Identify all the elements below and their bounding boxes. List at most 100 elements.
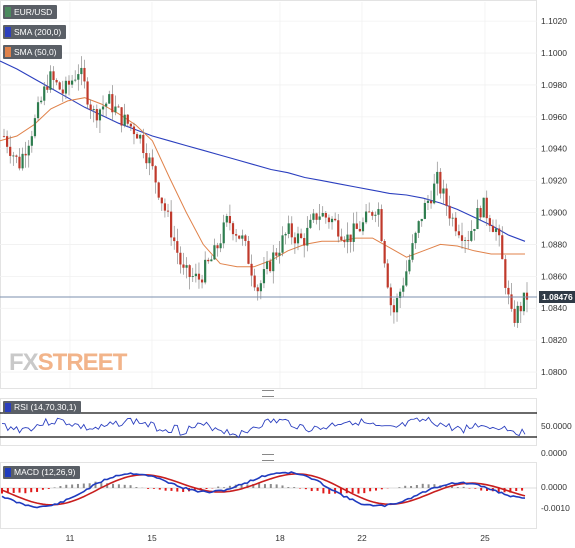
macd-histogram-bar bbox=[170, 488, 173, 491]
macd-line bbox=[1, 471, 526, 509]
resize-handle-macd[interactable] bbox=[262, 454, 274, 461]
macd-histogram-bar bbox=[433, 484, 436, 488]
price-tick-label: 1.1020 bbox=[541, 16, 567, 26]
time-tick-label: 18 bbox=[275, 533, 285, 543]
candle bbox=[516, 301, 519, 328]
candle bbox=[135, 132, 139, 139]
rsi-tick-0: 0.0000 bbox=[541, 448, 567, 458]
macd-histogram-bar bbox=[82, 483, 85, 488]
candle bbox=[95, 104, 98, 128]
macd-histogram-bar bbox=[53, 487, 56, 488]
macd-histogram-bar bbox=[339, 488, 342, 494]
macd-histogram-bar bbox=[369, 488, 372, 492]
candle bbox=[494, 219, 498, 241]
macd-histogram-bar bbox=[71, 484, 74, 488]
price-tick-label: 1.0920 bbox=[541, 176, 567, 186]
candle bbox=[454, 212, 457, 237]
candle bbox=[321, 206, 324, 218]
rsi-badge[interactable]: RSI (14,70,30,1) bbox=[3, 401, 82, 414]
candle bbox=[318, 203, 321, 231]
time-tick-label: 25 bbox=[480, 533, 490, 543]
resize-handle-rsi[interactable] bbox=[262, 390, 274, 397]
candles bbox=[2, 56, 529, 328]
time-tick-label: 15 bbox=[147, 533, 157, 543]
macd-histogram-bar bbox=[287, 487, 290, 488]
price-axis: 1.1020 1.1000 1.0980 1.0960 1.0940 1.0920 1.09… bbox=[541, 16, 567, 377]
candle bbox=[408, 254, 411, 275]
candle bbox=[361, 217, 365, 236]
candle bbox=[64, 76, 67, 100]
macd-histogram-bar bbox=[404, 485, 407, 488]
candle bbox=[166, 203, 170, 217]
macd-histogram-bar bbox=[310, 488, 313, 492]
candle bbox=[194, 263, 197, 283]
candle bbox=[287, 215, 290, 239]
candle bbox=[117, 104, 120, 108]
sma50-badge[interactable]: SMA (50,0) bbox=[3, 45, 62, 59]
macd-histogram-bar bbox=[117, 484, 120, 488]
time-axis: 11 15 18 22 25 bbox=[66, 533, 490, 543]
rsi-tick-50: 50.0000 bbox=[541, 421, 572, 431]
macd-histogram-bar bbox=[217, 486, 220, 488]
candle bbox=[83, 59, 86, 89]
candle bbox=[464, 237, 467, 253]
candle bbox=[30, 130, 33, 153]
time-tick-label: 11 bbox=[66, 533, 75, 543]
candle bbox=[306, 216, 309, 252]
candle bbox=[5, 130, 9, 154]
candle bbox=[132, 122, 136, 145]
candle bbox=[343, 236, 346, 248]
sma200-badge[interactable]: SMA (200,0) bbox=[3, 25, 67, 39]
candle bbox=[89, 99, 92, 119]
candle bbox=[222, 214, 225, 249]
macd-histogram-bar bbox=[316, 488, 319, 491]
macd-histogram-bar bbox=[18, 488, 21, 493]
macd-histogram-bar bbox=[293, 487, 296, 488]
macd-histogram-bar bbox=[47, 488, 50, 489]
candle bbox=[126, 114, 129, 128]
candle bbox=[352, 212, 355, 252]
candle bbox=[278, 240, 281, 264]
candle bbox=[442, 179, 445, 205]
candle bbox=[368, 202, 371, 213]
candle bbox=[315, 212, 318, 225]
candle bbox=[377, 202, 380, 227]
sma50-label: SMA (50,0) bbox=[14, 47, 57, 57]
candle bbox=[451, 213, 454, 227]
candle bbox=[488, 214, 491, 232]
macd-histogram-bar bbox=[6, 488, 9, 494]
candle bbox=[228, 204, 232, 231]
macd-histogram-bar bbox=[12, 488, 15, 493]
candle bbox=[303, 233, 306, 258]
macd-histogram-bar bbox=[474, 488, 477, 489]
macd-histogram-bar bbox=[123, 484, 126, 488]
symbol-badge[interactable]: EUR/USD bbox=[3, 5, 58, 19]
candle bbox=[101, 95, 105, 117]
candle bbox=[256, 284, 259, 301]
macd-histogram-bar bbox=[521, 488, 524, 491]
candle bbox=[151, 149, 154, 170]
candle bbox=[92, 105, 95, 123]
candle bbox=[349, 234, 352, 253]
logo-fx: FX bbox=[9, 349, 39, 376]
candle bbox=[154, 165, 157, 194]
macd-histogram-bar bbox=[410, 485, 413, 488]
macd-signal-line bbox=[1, 473, 526, 506]
macd-histogram-bar bbox=[176, 488, 179, 492]
candle bbox=[281, 226, 284, 257]
rsi-label: RSI (14,70,30,1) bbox=[14, 402, 77, 412]
macd-badge[interactable]: MACD (12,26,9) bbox=[3, 466, 81, 479]
price-tick-label: 1.0900 bbox=[541, 208, 567, 218]
candle bbox=[405, 260, 408, 287]
candle bbox=[501, 226, 504, 260]
candle bbox=[423, 198, 426, 220]
candle bbox=[52, 66, 55, 90]
candle bbox=[519, 301, 522, 323]
candle bbox=[259, 280, 262, 300]
candle bbox=[402, 277, 405, 298]
candle bbox=[371, 210, 374, 220]
macd-histogram-bar bbox=[427, 484, 430, 488]
candle bbox=[275, 247, 278, 260]
candle bbox=[457, 224, 461, 239]
